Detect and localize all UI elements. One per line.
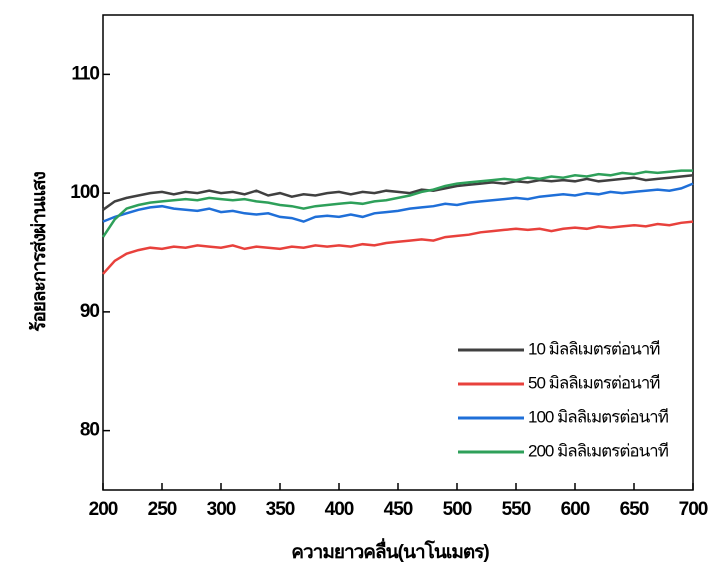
- x-tick-label: 500: [443, 499, 472, 520]
- x-tick-label: 300: [207, 499, 236, 520]
- x-tick-label: 400: [325, 499, 354, 520]
- x-tick-label: 250: [148, 499, 177, 520]
- y-tick-label: 110: [71, 63, 99, 84]
- data-line: [102, 182, 694, 223]
- x-tick-label: 200: [89, 499, 118, 520]
- x-tick-label: 700: [679, 499, 708, 520]
- y-tick-label: 100: [70, 182, 99, 203]
- y-tick-label: 90: [80, 301, 100, 322]
- y-axis-label: ร้อยละการส่งผ่านแสง: [28, 171, 50, 331]
- legend-label: 10 มิลลิเมตรต่อนาที: [528, 339, 660, 358]
- x-tick-label: 600: [561, 499, 590, 520]
- x-axis-label: ความยาวคลื่น(นาโนเมตร): [291, 538, 489, 563]
- data-line: [101, 169, 693, 238]
- x-tick-label: 450: [384, 499, 413, 520]
- legend: 10 มิลลิเมตรต่อนาที 50 มิลลิเมตรต่อนาที 10…: [458, 339, 670, 460]
- x-tick-label: 550: [502, 499, 531, 520]
- data-line: [102, 174, 694, 211]
- data-line: [102, 220, 694, 275]
- y-tick-label: 80: [80, 420, 100, 441]
- legend-label: 200 มิลลิเมตรต่อนาที: [528, 441, 669, 460]
- legend-label: 100 มิลลิเมตรต่อนาที: [528, 407, 669, 426]
- legend-label: 50 มิลลิเมตรต่อนาที: [528, 373, 660, 392]
- x-tick-label: 650: [620, 499, 649, 520]
- x-tick-label: 350: [266, 499, 295, 520]
